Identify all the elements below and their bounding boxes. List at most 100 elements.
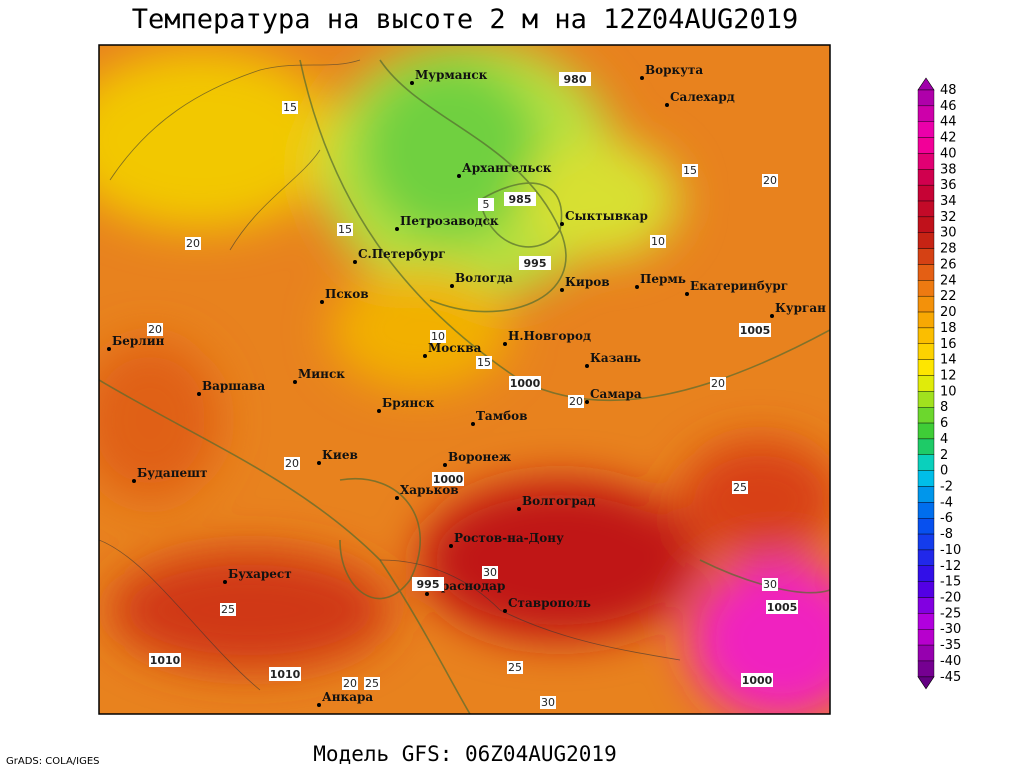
city-label: Архангельск: [462, 161, 552, 175]
colorbar-segment: [917, 597, 935, 614]
title: Температура на высоте 2 м на 12Z04AUG201…: [132, 4, 798, 35]
colorbar-segment: [917, 280, 935, 297]
colorbar-segment: [917, 121, 935, 138]
isobar-label: 995: [524, 257, 547, 270]
city-label: Сыктывкар: [565, 209, 648, 223]
city-label: Курган: [775, 301, 826, 315]
colorbar-segment: [917, 454, 935, 471]
city-dot: [353, 260, 357, 264]
isotherm-label: 20: [148, 323, 162, 336]
city-dot: [449, 544, 453, 548]
isotherm-label: 20: [285, 457, 299, 470]
city-dot: [107, 347, 111, 351]
isotherm-label: 30: [483, 566, 497, 579]
colorbar-segment: [917, 502, 935, 519]
city-dot: [320, 300, 324, 304]
isotherm-label-bg: [476, 356, 492, 369]
colorbar-segment: [917, 375, 935, 392]
city-label: Ростов-на-Дону: [454, 531, 564, 545]
colorbar-label: 10: [940, 384, 957, 399]
city-label: Минск: [298, 367, 345, 381]
colorbar-segment: [917, 660, 935, 678]
colorbar-segment: [917, 343, 935, 360]
isotherm-label-bg: [185, 237, 201, 250]
city-label: С.Петербург: [358, 247, 446, 261]
isobar-label-bg: [559, 72, 591, 86]
colorbar-segment: [917, 565, 935, 582]
city-label: Краснодар: [430, 579, 505, 593]
city-dot: [425, 592, 429, 596]
isobar-label-bg: [519, 256, 551, 270]
city-label: Пермь: [640, 272, 686, 286]
isobar-label-bg: [509, 376, 541, 390]
isobar-label: 980: [564, 73, 587, 86]
contour-labels: 9859951000100010051010101099510051000980…: [147, 72, 798, 709]
isotherm-label-bg: [650, 235, 666, 248]
colorbar-segment: [917, 137, 935, 154]
colorbar-label: 4: [940, 432, 948, 447]
colorbar-label: 8: [940, 400, 948, 415]
colorbar-label: 20: [940, 305, 957, 320]
colorbar-segment: [917, 248, 935, 265]
isotherm-label: 5: [483, 198, 490, 211]
colorbar-label: -35: [940, 638, 961, 653]
city-label: Киров: [565, 275, 610, 289]
map-frame: [98, 44, 831, 715]
colorbar-segment: [917, 407, 935, 424]
isotherm-label-bg: [478, 198, 494, 211]
colorbar-segment: [917, 184, 935, 202]
city-dot: [293, 380, 297, 384]
isobar-label-bg: [269, 667, 301, 681]
colorbar-segment: [917, 391, 935, 408]
colorbar-label: 16: [940, 337, 957, 352]
colorbar-label: -12: [940, 559, 961, 574]
city-label: Харьков: [400, 483, 459, 497]
colorbar-segment: [917, 438, 935, 455]
city-dot: [450, 284, 454, 288]
city-dot: [640, 76, 644, 80]
isotherm-label-bg: [430, 330, 446, 343]
city-dot: [585, 364, 589, 368]
colorbar-label: -15: [940, 575, 961, 590]
isotherm-label: 20: [763, 174, 777, 187]
isotherm-label-bg: [282, 101, 298, 114]
colorbar-segment: [917, 470, 935, 487]
colorbar-label: 38: [940, 162, 957, 177]
isobar-label-bg: [741, 673, 773, 687]
isotherm-label: 15: [477, 356, 491, 369]
city-label: Н.Новгород: [508, 329, 591, 343]
isobar-label: 1005: [767, 601, 798, 614]
colorbar-arrow-top: [917, 77, 935, 91]
isotherm-label-bg: [762, 578, 778, 591]
colorbar-arrow-bottom: [917, 676, 935, 690]
colorbar-label: -25: [940, 606, 961, 621]
colorbar-label: 36: [940, 178, 957, 193]
isotherm-label: 20: [343, 677, 357, 690]
city-labels: Мурманск Воркута Салехард Архангельск Петроз…: [107, 63, 826, 707]
colorbar-label: 32: [940, 210, 957, 225]
city-label: Анкара: [322, 690, 373, 704]
colorbar-segment: [917, 422, 935, 440]
isotherm-label: 10: [651, 235, 665, 248]
city-label: Екатеринбург: [690, 279, 788, 293]
city-dot: [635, 285, 639, 289]
isobar-label: 1010: [150, 654, 181, 667]
colorbar-label: 24: [940, 273, 957, 288]
colorbar-segment: [917, 311, 935, 329]
isotherm-label: 15: [283, 101, 297, 114]
isotherm-label-bg: [482, 566, 498, 579]
city-dot: [377, 409, 381, 413]
colorbar-label: 28: [940, 242, 957, 257]
isotherm-label-bg: [710, 377, 726, 390]
city-dot: [770, 314, 774, 318]
city-dot: [503, 609, 507, 613]
isotherm-label-bg: [507, 661, 523, 674]
isotherm-label-bg: [568, 395, 584, 408]
colorbar-label: 34: [940, 194, 957, 209]
colorbar-label: -2: [940, 480, 953, 495]
isobar-label-bg: [766, 600, 798, 614]
colorbar-label: -6: [940, 511, 953, 526]
isotherm-label: 20: [569, 395, 583, 408]
isobar-label: 995: [417, 578, 440, 591]
